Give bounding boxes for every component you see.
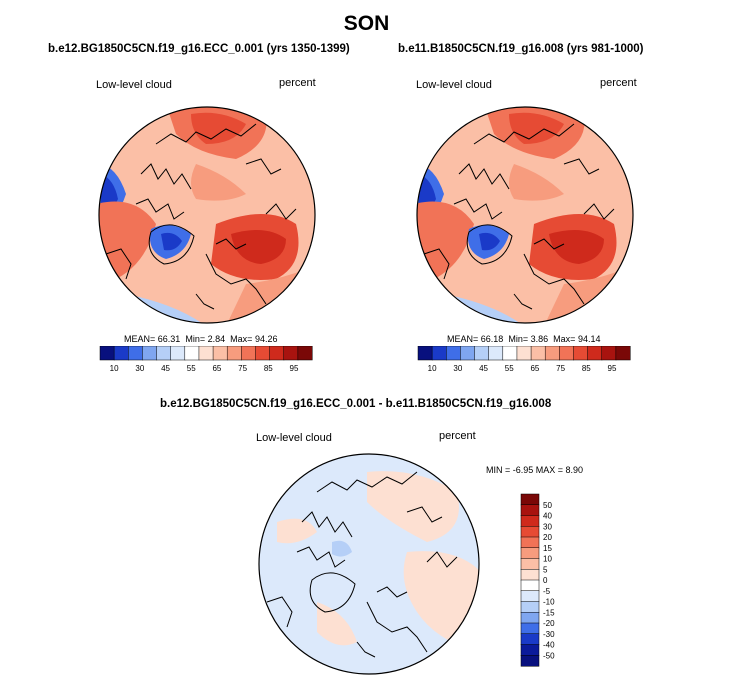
diff-colorbar-tick-label: 20	[543, 533, 552, 542]
diff-colorbar-swatch	[520, 612, 540, 624]
panel-1-colorbar-tick-label: 85	[264, 364, 273, 373]
diff-units: percent	[439, 430, 476, 442]
panel-1-colorbar-swatch	[170, 346, 186, 361]
panel-1-colorbar-swatch	[212, 346, 228, 361]
panel-1-colorbar-swatch	[269, 346, 285, 361]
panel-1-colorbar-tick-label: 95	[290, 364, 299, 373]
panel-1-colorbar-swatch	[297, 346, 313, 361]
panel-2-units: percent	[600, 77, 637, 89]
panel-1-colorbar-swatch	[283, 346, 299, 361]
panel-1-polar-map	[98, 106, 316, 324]
panel-1-stats: MEAN= 66.31 Min= 2.84 Max= 94.26	[124, 334, 278, 344]
diff-colorbar-swatch	[520, 590, 540, 603]
panel-1-colorbar-tick-label: 55	[187, 364, 196, 373]
diff-colorbar-tick-label: 15	[543, 544, 552, 553]
panel-2-colorbar-swatch	[559, 346, 575, 361]
panel-2-colorbar-tick-label: 55	[505, 364, 514, 373]
diff-colorbar-swatch	[520, 601, 540, 613]
panel-2-colorbar-swatch	[446, 346, 461, 361]
diff-colorbar-tick-label: -5	[543, 587, 551, 596]
diff-colorbar-swatch	[520, 526, 540, 538]
panel-2-colorbar-swatch	[516, 346, 532, 361]
diff-variable: Low-level cloud	[256, 432, 332, 444]
diff-stats: MIN = -6.95 MAX = 8.90	[486, 465, 584, 475]
panel-2-colorbar-tick-label: 95	[608, 364, 617, 373]
panel-2-colorbar: 10 30 45 55 65 75 85 95	[417, 346, 631, 373]
diff-colorbar-swatch	[520, 569, 540, 581]
diff-polar-map	[258, 453, 480, 675]
panel-1-colorbar-swatch	[184, 346, 200, 361]
panel-1-colorbar-tick-label: 30	[135, 364, 144, 373]
diff-colorbar-tick-label: -50	[543, 651, 555, 660]
panel-2-colorbar-swatch	[544, 346, 560, 361]
panel-1-colorbar-tick-label: 10	[110, 364, 119, 373]
season-title: SON	[343, 12, 390, 35]
panel-2-colorbar-tick-label: 85	[582, 364, 591, 373]
diff-colorbar-tick-label: 5	[543, 565, 548, 574]
panel-1-colorbar-tick-label: 65	[212, 364, 221, 373]
diff-colorbar-swatch	[520, 515, 540, 527]
diff-colorbar-swatch	[520, 493, 540, 506]
panel-2-colorbar-swatch	[431, 346, 447, 361]
panel-2-colorbar-tick-label: 65	[530, 364, 539, 373]
panel-1-colorbar-swatch	[156, 346, 172, 361]
panel-2-colorbar-swatch	[417, 346, 433, 361]
panel-2-colorbar-swatch	[502, 346, 518, 361]
diff-colorbar-swatch	[520, 558, 540, 570]
panel-1-colorbar-swatch	[255, 346, 271, 361]
panel-1-colorbar-swatch	[241, 346, 257, 361]
panel-1-colorbar-swatch	[198, 346, 214, 361]
panel-2-colorbar-tick-label: 45	[479, 364, 488, 373]
diff-colorbar-swatch	[520, 633, 540, 646]
panel-1-case-title: b.e12.BG1850C5CN.f19_g16.ECC_0.001 (yrs …	[48, 43, 350, 55]
panel-1-colorbar-swatch	[113, 346, 129, 361]
panel-2-case-title: b.e11.B1850C5CN.f19_g16.008 (yrs 981-100…	[398, 43, 644, 55]
panel-1-colorbar-swatch	[99, 346, 115, 361]
diff-colorbar-tick-label: -10	[543, 598, 555, 607]
panel-2-colorbar-swatch	[488, 346, 504, 361]
panel-2-colorbar-swatch	[460, 346, 476, 361]
panel-2-colorbar-swatch	[601, 346, 617, 361]
panel-1-colorbar-swatch	[128, 346, 143, 361]
panel-2-variable: Low-level cloud	[416, 79, 492, 91]
panel-2-polar-map	[416, 106, 634, 324]
panel-2-colorbar-swatch	[587, 346, 603, 361]
diff-colorbar-swatch	[520, 622, 540, 635]
panel-2-colorbar-swatch	[530, 346, 546, 361]
panel-1-colorbar-tick-label: 45	[161, 364, 170, 373]
panel-2-colorbar-swatch	[474, 346, 490, 361]
panel-1-colorbar-tick-label: 75	[238, 364, 247, 373]
panel-2-colorbar-swatch	[615, 346, 631, 361]
diff-colorbar-tick-label: -30	[543, 630, 555, 639]
diff-colorbar-tick-label: -15	[543, 608, 555, 617]
panel-1-variable: Low-level cloud	[96, 79, 172, 91]
panel-1-colorbar: 10 30 45 55 65 75 85 95	[99, 346, 313, 373]
diff-colorbar-swatch	[520, 547, 540, 560]
panel-2-colorbar-tick-label: 10	[428, 364, 437, 373]
panel-1-units: percent	[279, 77, 316, 89]
panel-2-colorbar-swatch	[573, 346, 589, 361]
diff-case-title: b.e12.BG1850C5CN.f19_g16.ECC_0.001 - b.e…	[160, 398, 552, 410]
diff-colorbar-tick-label: 50	[543, 501, 552, 510]
diff-colorbar-tick-label: 10	[543, 555, 552, 564]
diff-colorbar-tick-label: -20	[543, 619, 555, 628]
diff-colorbar-swatch	[520, 536, 540, 549]
diff-colorbar-tick-label: 0	[543, 576, 548, 585]
diff-colorbar-tick-label: 30	[543, 522, 552, 531]
panel-1-colorbar-swatch	[142, 346, 158, 361]
diff-colorbar-swatch	[520, 504, 540, 517]
panel-1-colorbar-swatch	[226, 346, 242, 361]
panel-2-stats: MEAN= 66.18 Min= 3.86 Max= 94.14	[447, 334, 601, 344]
panel-2-colorbar-tick-label: 30	[453, 364, 462, 373]
diff-colorbar-tick-label: -40	[543, 641, 555, 650]
panel-2-colorbar-tick-label: 75	[556, 364, 565, 373]
diff-colorbar-tick-label: 40	[543, 512, 552, 521]
diff-colorbar-swatch	[520, 579, 540, 592]
diff-colorbar-swatch	[520, 644, 540, 656]
diff-colorbar-swatch	[520, 655, 540, 667]
